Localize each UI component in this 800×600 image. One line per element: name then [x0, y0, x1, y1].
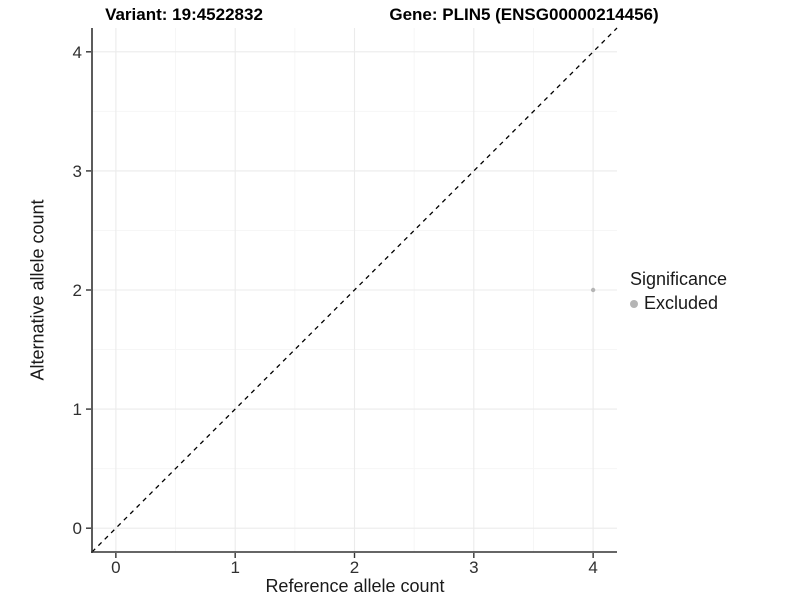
plot-title-gene: Gene: PLIN5 (ENSG00000214456) — [389, 5, 659, 24]
y-tick-label: 1 — [73, 400, 82, 419]
y-tick-label: 2 — [73, 281, 82, 300]
legend-title: Significance — [630, 269, 728, 289]
x-tick-label: 2 — [350, 558, 359, 577]
legend: Significance Excluded — [630, 269, 727, 314]
y-tick-label: 4 — [73, 43, 82, 62]
plot-title-variant: Variant: 19:4522832 — [105, 5, 263, 24]
legend-item-excluded: Excluded — [630, 293, 727, 314]
x-axis-title: Reference allele count — [265, 576, 445, 596]
y-tick-label: 3 — [73, 162, 82, 181]
x-tick-label: 1 — [230, 558, 239, 577]
x-tick-label: 4 — [588, 558, 597, 577]
x-tick-label: 0 — [111, 558, 120, 577]
y-axis-title: Alternative allele count — [27, 199, 48, 381]
y-tick-label: 0 — [73, 519, 82, 538]
x-tick-label: 3 — [469, 558, 478, 577]
excluded-point-icon — [630, 299, 638, 308]
identity-line — [91, 27, 618, 553]
legend-item-label: Excluded — [644, 293, 719, 313]
data-point — [590, 287, 596, 293]
